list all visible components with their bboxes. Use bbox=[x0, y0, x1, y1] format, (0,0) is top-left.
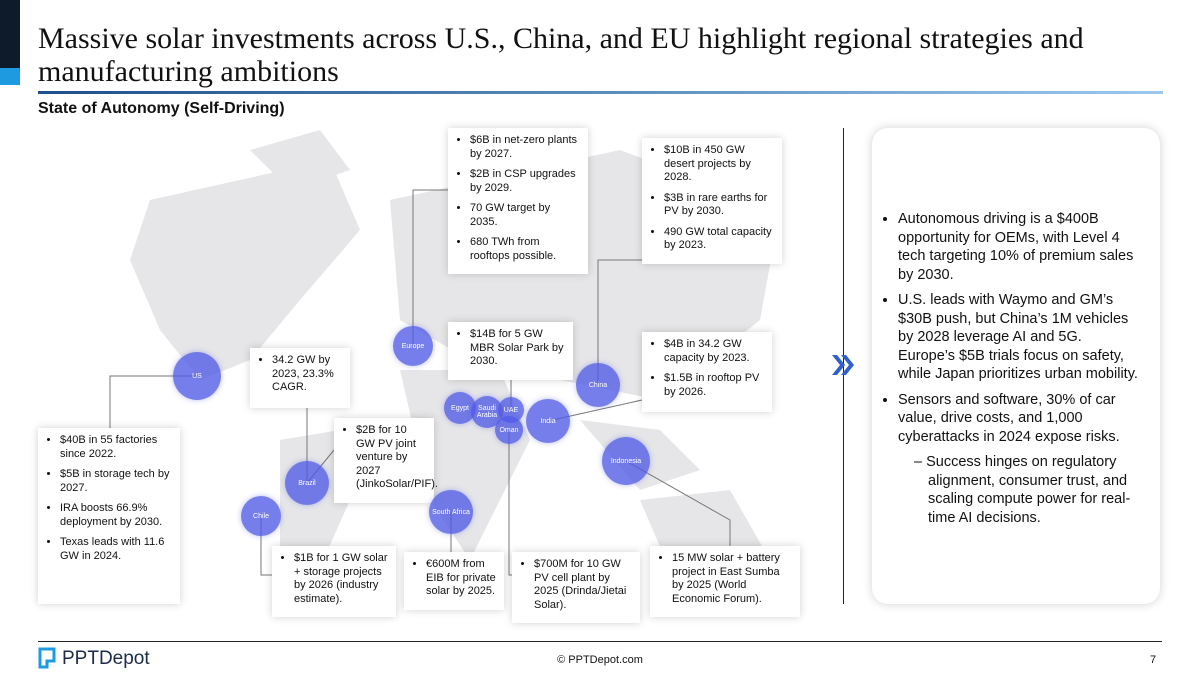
callout-box: €600M from EIB for private solar by 2025… bbox=[404, 552, 504, 610]
region-bubble: Egypt bbox=[444, 392, 476, 424]
callout-list: €600M from EIB for private solar by 2025… bbox=[412, 558, 496, 599]
callout-bullet: 490 GW total capacity by 2023. bbox=[664, 226, 774, 253]
title: Massive solar investments across U.S., C… bbox=[38, 22, 1084, 88]
callout-bullet: 15 MW solar + battery project in East Su… bbox=[672, 552, 792, 606]
callout-box: 34.2 GW by 2023, 23.3% CAGR. bbox=[250, 348, 350, 408]
callout-list: 15 MW solar + battery project in East Su… bbox=[658, 552, 792, 606]
region-bubble: Europe bbox=[393, 326, 433, 366]
region-bubble: South Africa bbox=[429, 490, 473, 534]
summary-bullet: Autonomous driving is a $400B opportunit… bbox=[898, 210, 1138, 284]
callout-list: $10B in 450 GW desert projects by 2028. $… bbox=[650, 144, 774, 253]
callout-list: $6B in net-zero plants by 2027. $2B in CS… bbox=[456, 134, 580, 263]
callout-bullet: IRA boosts 66.9% deployment by 2030. bbox=[60, 502, 172, 529]
page-number: 7 bbox=[1150, 654, 1157, 666]
callout-bullet: $14B for 5 GW MBR Solar Park by 2030. bbox=[470, 328, 565, 369]
callout-box: $2B for 10 GW PV joint venture by 2027 (… bbox=[334, 418, 438, 503]
callout-bullet: $1B for 1 GW solar + storage projects by… bbox=[294, 552, 388, 606]
region-bubble: US bbox=[173, 352, 221, 400]
callout-box: $10B in 450 GW desert projects by 2028. $… bbox=[642, 138, 782, 264]
region-bubble: Brazil bbox=[285, 461, 329, 505]
callout-bullet: 70 GW target by 2035. bbox=[470, 202, 580, 229]
callout-bullet: $6B in net-zero plants by 2027. bbox=[470, 134, 580, 161]
subtitle: State of Autonomy (Self-Driving) bbox=[38, 100, 285, 117]
callout-box: $700M for 10 GW PV cell plant by 2025 (D… bbox=[512, 552, 640, 623]
callout-bullet: €600M from EIB for private solar by 2025… bbox=[426, 558, 496, 599]
callout-box: $40B in 55 factories since 2022. $5B in s… bbox=[38, 428, 180, 604]
summary-bullet: U.S. leads with Waymo and GM’s $30B push… bbox=[898, 291, 1138, 384]
copyright: © PPTDepot.com bbox=[557, 654, 643, 666]
footer-rule bbox=[38, 641, 1162, 642]
summary-list: Autonomous driving is a $400B opportunit… bbox=[884, 210, 1138, 527]
callout-bullet: $2B in CSP upgrades by 2029. bbox=[470, 168, 580, 195]
logo-icon bbox=[38, 647, 56, 669]
callout-bullet: Texas leads with 11.6 GW in 2024. bbox=[60, 536, 172, 563]
chevron-icon bbox=[832, 355, 854, 375]
callout-bullet: $5B in storage tech by 2027. bbox=[60, 468, 172, 495]
callout-list: $40B in 55 factories since 2022. $5B in s… bbox=[46, 434, 172, 563]
callout-bullet: 680 TWh from rooftops possible. bbox=[470, 236, 580, 263]
accent-square bbox=[0, 68, 20, 85]
region-bubble: Indonesia bbox=[602, 437, 650, 485]
callout-box: $1B for 1 GW solar + storage projects by… bbox=[272, 546, 396, 617]
callout-bullet: $4B in 34.2 GW capacity by 2023. bbox=[664, 338, 764, 365]
callout-bullet: $10B in 450 GW desert projects by 2028. bbox=[664, 144, 774, 185]
callout-list: $1B for 1 GW solar + storage projects by… bbox=[280, 552, 388, 606]
logo-text: PPTDepot bbox=[62, 648, 150, 669]
callout-bullet: $3B in rare earths for PV by 2030. bbox=[664, 192, 774, 219]
summary-panel: Autonomous driving is a $400B opportunit… bbox=[872, 128, 1160, 604]
region-bubble: India bbox=[526, 399, 570, 443]
region-bubble: China bbox=[576, 363, 620, 407]
callout-bullet: $2B for 10 GW PV joint venture by 2027 (… bbox=[356, 424, 438, 492]
callout-box: $6B in net-zero plants by 2027. $2B in CS… bbox=[448, 128, 588, 274]
callout-list: $2B for 10 GW PV joint venture by 2027 (… bbox=[342, 424, 438, 492]
callout-list: 34.2 GW by 2023, 23.3% CAGR. bbox=[258, 354, 342, 395]
title-rule bbox=[38, 91, 1163, 94]
callout-list: $4B in 34.2 GW capacity by 2023. $1.5B in… bbox=[650, 338, 764, 399]
callout-bullet: $1.5B in rooftop PV by 2026. bbox=[664, 372, 764, 399]
region-bubble: Oman bbox=[495, 416, 523, 444]
summary-bullet: Sensors and software, 30% of car value, … bbox=[898, 391, 1138, 447]
callout-list: $14B for 5 GW MBR Solar Park by 2030. bbox=[456, 328, 565, 369]
callout-box: $4B in 34.2 GW capacity by 2023. $1.5B in… bbox=[642, 332, 772, 412]
callout-bullet: $700M for 10 GW PV cell plant by 2025 (D… bbox=[534, 558, 632, 612]
callout-box: 15 MW solar + battery project in East Su… bbox=[650, 546, 800, 617]
callout-list: $700M for 10 GW PV cell plant by 2025 (D… bbox=[520, 558, 632, 612]
accent-bar bbox=[0, 0, 20, 68]
callout-bullet: $40B in 55 factories since 2022. bbox=[60, 434, 172, 461]
callout-bullet: 34.2 GW by 2023, 23.3% CAGR. bbox=[272, 354, 342, 395]
region-bubble: Saudi Arabia bbox=[471, 396, 503, 428]
region-bubble: Chile bbox=[241, 496, 281, 536]
callout-box: $14B for 5 GW MBR Solar Park by 2030. bbox=[448, 322, 573, 380]
summary-sub-bullet: – Success hinges on regulatory alignment… bbox=[914, 454, 1131, 526]
